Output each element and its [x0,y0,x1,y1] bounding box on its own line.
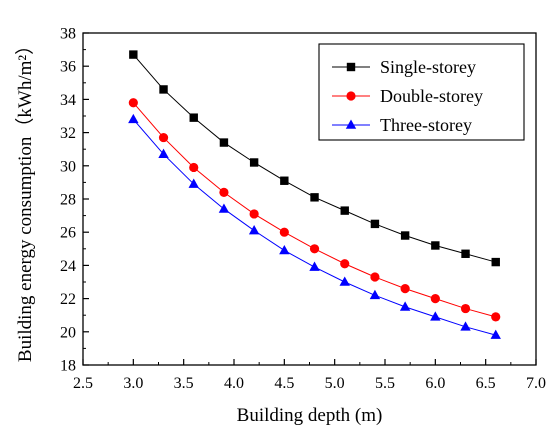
y-tick-label: 34 [60,92,76,109]
data-point [340,259,350,269]
data-point [430,311,441,321]
y-tick-label: 32 [60,125,76,142]
data-point [430,294,440,304]
data-point [159,85,168,94]
data-point [129,50,138,59]
x-axis-title: Building depth (m) [237,405,383,426]
y-tick-label: 28 [60,192,76,209]
data-point [128,98,138,108]
data-point [460,303,471,314]
data-point [310,193,319,202]
legend-label: Double-storey [380,86,483,106]
legend-entry: Single-storey [332,57,476,77]
y-tick-label: 36 [60,59,76,76]
data-point [431,241,440,250]
y-tick-label: 26 [60,225,76,242]
series-3 [128,113,501,339]
data-point [128,113,139,124]
y-tick-label: 38 [60,26,76,43]
y-tick-label: 18 [60,358,76,375]
data-point [188,178,199,188]
legend: Single-storey Double-storey Three-storey [318,43,525,141]
x-tick-label: 5.5 [375,375,395,392]
y-tick-label: 20 [60,324,76,341]
data-point [279,244,290,255]
data-point [158,148,169,158]
data-point [491,312,501,322]
series-line [132,118,496,336]
data-point [218,203,230,213]
data-point [189,162,199,173]
ticks-layer: 2.5 3.0 3.5 4.0 4.5 5.0 5.5 6.0 6.5 7.0 18 20 22 24 26… [60,26,546,393]
data-point [340,206,349,215]
data-point [369,289,381,300]
legend-entries: Single-storey Double-storey Three-storey [332,57,483,135]
data-point [249,209,259,219]
x-tick-label: 6.0 [425,375,445,392]
y-tick-label: 30 [60,158,76,175]
data-point [370,219,380,229]
data-point [249,158,259,167]
data-point [280,176,289,185]
series-layer [128,50,501,339]
y-tick-label: 22 [60,291,76,308]
x-tick-label: 6.5 [476,375,496,392]
x-tick-label: 5.0 [325,375,345,392]
y-tick-label: 24 [60,258,76,275]
x-tick-label: 2.5 [73,375,93,392]
data-point [248,225,260,235]
legend-entry: Double-storey [332,86,483,106]
data-point [491,257,500,267]
data-point [158,132,169,143]
legend-label: Three-storey [380,115,472,135]
series-2 [128,98,501,322]
data-point [309,261,320,271]
data-point [399,301,411,311]
legend-marker [346,91,356,101]
data-point [490,329,501,339]
data-point [400,284,410,294]
x-tick-label: 3.5 [174,375,194,392]
data-point [339,276,350,286]
plot-frame [82,32,537,366]
data-point [370,272,380,282]
x-tick-label: 4.5 [274,375,294,392]
data-point [219,187,229,197]
x-tick-label: 7.0 [526,375,546,392]
legend-marker [345,119,357,129]
y-axis-title: Building energy consumption（kWh/m²） [14,36,36,362]
data-point [219,138,229,147]
x-tick-label: 4.0 [224,375,244,392]
x-tick-label: 3.0 [123,375,143,392]
data-point [279,227,289,237]
legend-label: Single-storey [380,57,476,77]
series-1 [129,50,500,267]
legend-entry: Three-storey [332,115,472,135]
data-point [461,249,470,258]
data-point [400,231,410,240]
data-point [309,244,320,254]
data-point [460,321,471,331]
legend-marker [346,62,356,72]
data-point [189,113,198,122]
